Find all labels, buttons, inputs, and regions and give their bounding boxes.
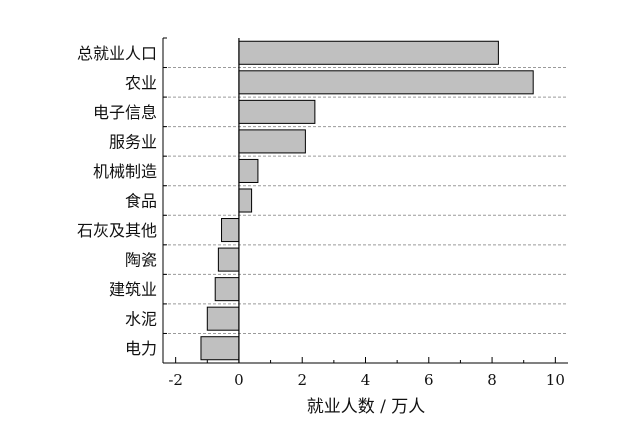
category-label: 机械制造 (93, 162, 157, 181)
x-tick-label: 0 (234, 371, 244, 389)
grid-layer (163, 67, 568, 334)
bar (238, 129, 306, 154)
bar (217, 247, 240, 272)
bar (238, 40, 499, 65)
bar (238, 70, 534, 95)
category-label: 服务业 (109, 132, 157, 151)
x-tick-label: 10 (546, 371, 565, 389)
bar (214, 277, 240, 302)
bar (238, 99, 316, 124)
bar (238, 158, 259, 183)
bar (238, 188, 253, 213)
category-label: 电子信息 (93, 103, 157, 122)
bar (200, 336, 240, 361)
category-label: 电力 (125, 339, 157, 358)
category-label: 水泥 (125, 310, 157, 329)
bar-layer (200, 40, 534, 361)
category-label: 陶瓷 (125, 251, 157, 270)
category-label: 石灰及其他 (77, 221, 157, 240)
axis-layer (162, 37, 568, 364)
x-tick-label: -2 (168, 371, 183, 389)
x-tick-label: 4 (361, 371, 371, 389)
x-tick-label: 8 (487, 371, 497, 389)
x-tick-label: 6 (424, 371, 434, 389)
category-label: 建筑业 (109, 280, 157, 299)
category-label: 食品 (125, 192, 157, 211)
x-axis-title: 就业人数 / 万人 (307, 397, 426, 417)
bar (221, 218, 240, 243)
bar (206, 306, 240, 331)
category-label: 农业 (125, 73, 157, 92)
x-tick-label: 2 (297, 371, 307, 389)
category-label: 总就业人口 (77, 44, 157, 63)
